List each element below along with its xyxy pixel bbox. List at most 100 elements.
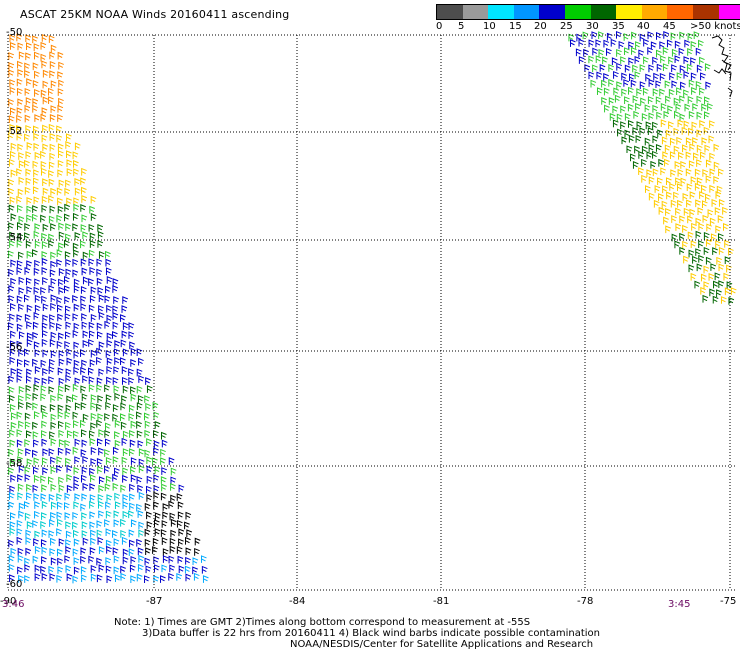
wind-barb [636,88,643,96]
wind-barb [73,197,80,206]
wind-barb [153,411,160,420]
wind-barb [42,448,49,457]
wind-barb [56,456,63,465]
wind-barb [9,485,16,494]
wind-barb [168,555,175,564]
wind-barb [128,548,135,557]
wind-barb [660,55,666,64]
wind-barb [652,150,658,159]
wind-barb [40,565,46,574]
wind-barb [628,86,634,95]
wind-barb [704,144,711,153]
wind-barb [41,295,47,304]
wind-barb [17,69,24,77]
wind-barb [154,421,161,429]
wind-barb [49,205,56,214]
wind-barb [161,467,167,475]
wind-barb [81,512,87,520]
wind-barb [113,538,120,547]
wind-barb [98,305,104,313]
wind-barb [161,520,168,528]
wind-barb [128,368,134,376]
lat-label-54: -54 [6,232,23,243]
wind-barb [9,429,15,438]
wind-barb [162,503,169,511]
wind-barb [630,153,636,162]
wind-barb [709,168,716,177]
wind-barb [50,557,57,566]
wind-barb [665,208,671,216]
wind-barb [706,223,713,232]
wind-barb [106,339,113,348]
wind-barb [48,123,55,132]
wind-barb [703,246,710,255]
wind-barb [72,330,79,338]
wind-barb [57,557,63,566]
wind-barb [185,536,191,545]
wind-barb [636,121,643,129]
wind-barb [73,529,79,538]
wind-barb [33,538,39,547]
wind-barb [104,430,111,438]
wind-barb [106,314,113,323]
wind-barb [717,215,724,223]
wind-barb [635,134,642,143]
wind-barb [639,64,646,72]
wind-barb [624,64,631,73]
wind-barb [56,493,63,502]
wind-barb [50,438,57,446]
wind-barb [56,511,63,520]
wind-barb [8,158,15,167]
wind-barb [684,103,691,112]
wind-barb [49,70,56,78]
wind-barb [701,103,707,112]
wind-barb [130,519,137,527]
wind-barb [120,357,126,366]
wind-barb [57,150,64,158]
wind-barb [129,430,135,438]
wind-barb [658,206,665,215]
wind-barb [160,575,166,583]
wind-barb [80,240,86,249]
wind-barb [48,178,55,187]
wind-barb [121,456,128,465]
wind-barb [113,385,120,394]
wind-barb [82,276,89,285]
wind-barb [9,150,16,159]
wind-barb [16,368,23,376]
wind-barb [152,457,158,466]
wind-barb [104,465,110,474]
legend-label: 20 [534,21,547,32]
wind-barb [16,340,23,349]
wind-barb [633,110,640,119]
wind-barb [712,247,718,255]
wind-barb [41,484,47,493]
wind-barb [26,332,33,341]
wind-barb [716,185,723,194]
wind-barb [632,95,639,103]
wind-barb [42,80,49,89]
wind-barb [72,151,79,160]
wind-barb [105,267,112,276]
wind-barb [56,249,63,258]
wind-barb [627,103,634,112]
wind-barb [596,87,603,95]
wind-barb [80,286,87,294]
wind-barb [144,538,151,547]
wind-barb [58,61,64,70]
wind-barb [144,502,151,511]
wind-barb [652,104,659,113]
wind-barb [644,104,651,113]
wind-barb [58,278,64,287]
wind-barb [98,510,104,519]
wind-barb [120,529,127,538]
wind-barb [170,483,176,491]
wind-barb [697,207,704,216]
wind-barb [66,348,72,357]
wind-barb [682,144,688,153]
wind-barb [26,483,32,492]
wind-barb [665,225,671,234]
wind-barb [16,195,23,204]
wind-barb [129,502,135,511]
wind-barb [673,145,680,154]
